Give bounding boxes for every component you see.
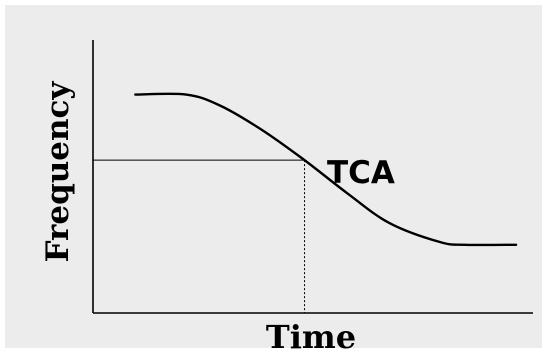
plot-background [5,5,542,348]
x-axis-label: Time [266,318,356,353]
y-axis-label: Frequency [40,81,76,263]
tca-curve [134,92,518,247]
series-label: TCA [327,155,395,191]
